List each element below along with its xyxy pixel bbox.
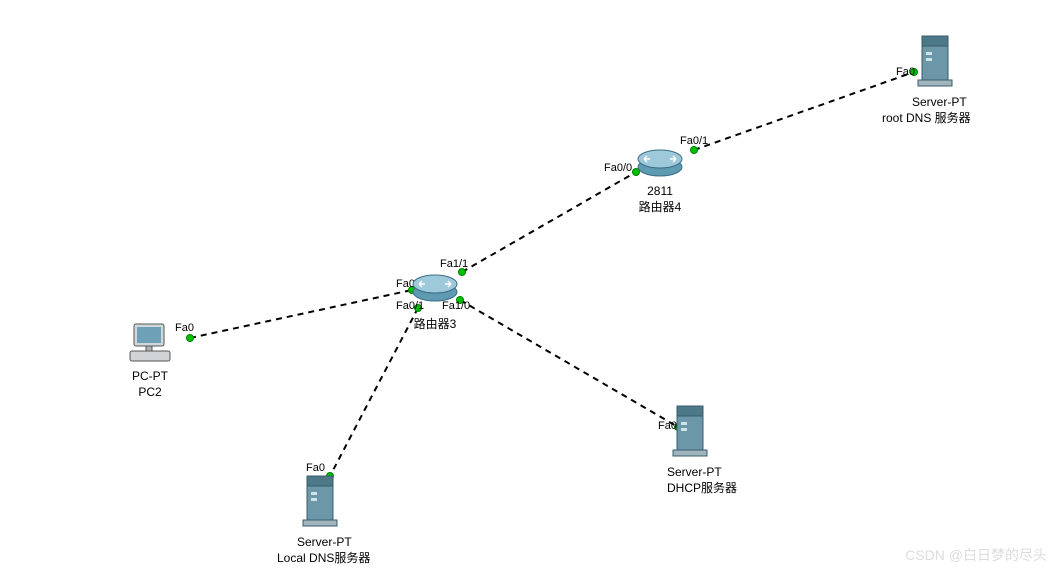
device-pc2[interactable]: PC-PT PC2 bbox=[126, 322, 174, 400]
link-line bbox=[462, 172, 636, 272]
link-line bbox=[460, 300, 678, 427]
server-local-label2: Local DNS服务器 bbox=[277, 551, 323, 567]
router-icon bbox=[635, 145, 685, 179]
port-label-pc2_fa0: Fa0 bbox=[175, 322, 194, 334]
pc2-label1: PC-PT bbox=[126, 369, 174, 385]
server-local-label1: Server-PT bbox=[297, 535, 343, 551]
server-icon bbox=[912, 32, 958, 90]
server-root-label1: Server-PT bbox=[912, 95, 958, 111]
router4-label2: 路由器4 bbox=[635, 200, 685, 216]
link-line bbox=[190, 290, 412, 338]
server-dhcp-label2: DHCP服务器 bbox=[667, 481, 713, 497]
device-server-local[interactable]: Server-PT Local DNS服务器 bbox=[297, 472, 343, 566]
router4-label1: 2811 bbox=[635, 184, 685, 200]
topology-canvas: Fa0Fa0/0Fa0/1Fa1/1Fa1/0Fa0/0Fa0/1Fa0Fa0F… bbox=[0, 0, 1057, 571]
port-label-r4_fa00: Fa0/0 bbox=[604, 162, 632, 174]
server-icon bbox=[667, 402, 713, 460]
pc-icon bbox=[126, 322, 174, 364]
device-router4[interactable]: 2811 路由器4 bbox=[635, 145, 685, 215]
links-layer bbox=[0, 0, 1057, 571]
device-router3[interactable]: 路由器3 bbox=[410, 270, 460, 333]
device-server-dhcp[interactable]: Server-PT DHCP服务器 bbox=[667, 402, 713, 496]
router-icon bbox=[410, 270, 460, 304]
link-line bbox=[330, 308, 418, 476]
port-status-dot bbox=[690, 146, 698, 154]
port-status-dot bbox=[186, 334, 194, 342]
pc2-label2: PC2 bbox=[126, 385, 174, 401]
device-server-root[interactable]: Server-PT root DNS 服务器 bbox=[912, 32, 958, 126]
server-icon bbox=[297, 472, 343, 530]
link-line bbox=[694, 72, 914, 150]
router3-label: 路由器3 bbox=[410, 317, 460, 333]
watermark: CSDN @白日梦的尽头 bbox=[905, 545, 1047, 565]
server-dhcp-label1: Server-PT bbox=[667, 465, 713, 481]
server-root-label2: root DNS 服务器 bbox=[882, 111, 928, 127]
port-label-r3_fa11: Fa1/1 bbox=[440, 258, 468, 270]
